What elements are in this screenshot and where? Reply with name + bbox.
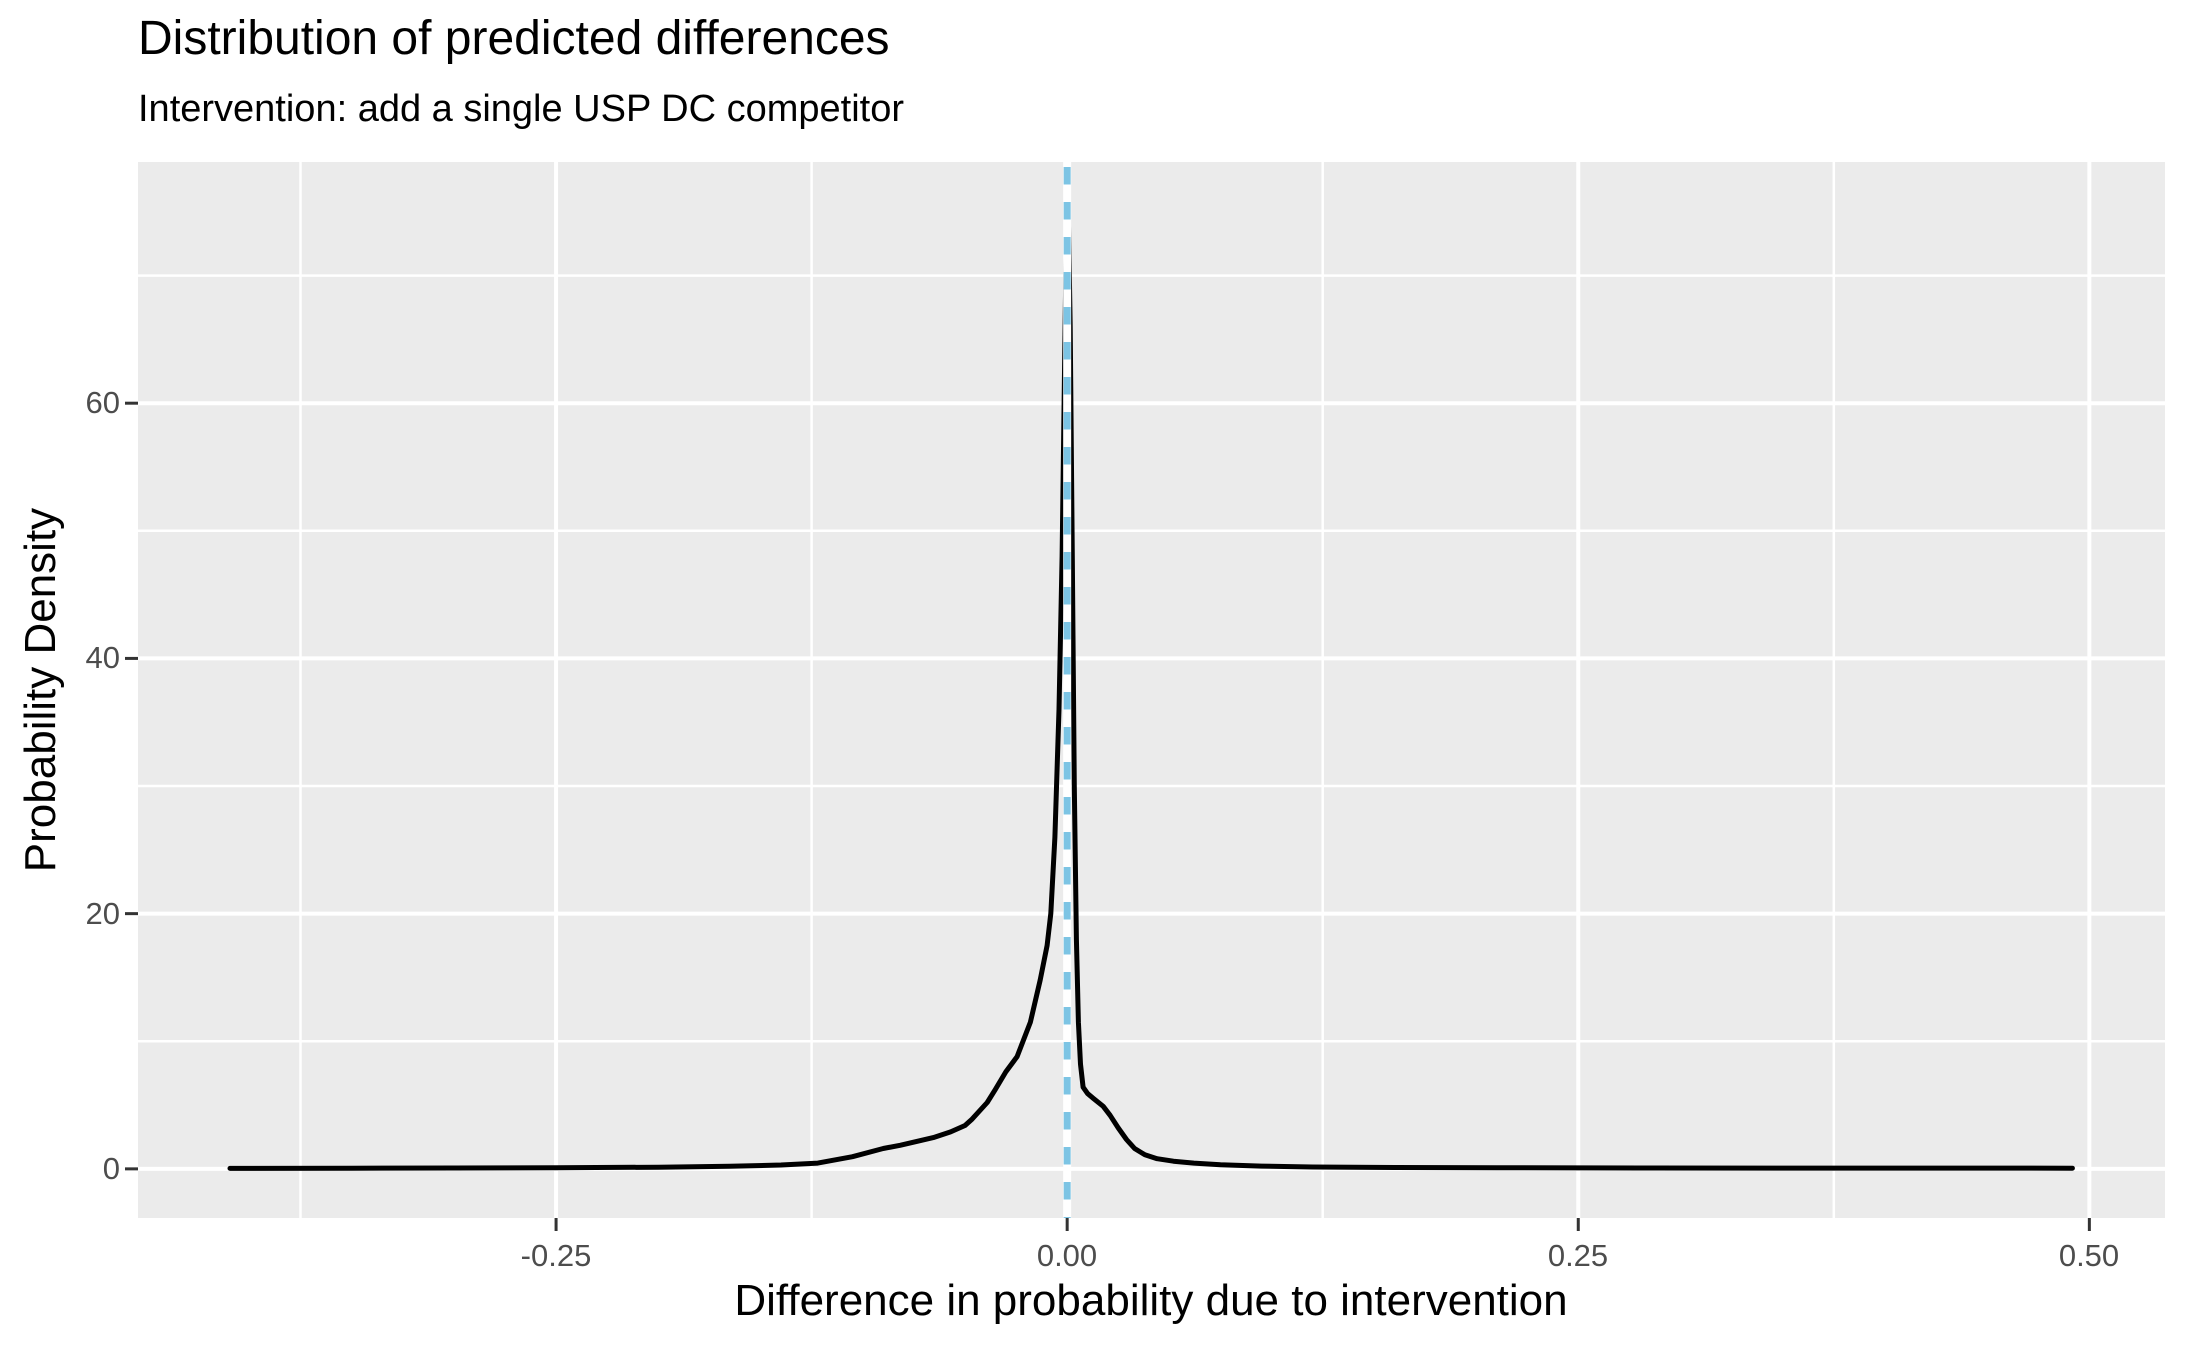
y-tick-label: 20 (85, 896, 120, 931)
x-tick-label: 0.25 (1547, 1238, 1609, 1273)
y-tick-label: 40 (85, 640, 120, 675)
plot-title: Distribution of predicted differences (138, 12, 890, 65)
panel-background (138, 162, 2165, 1218)
x-tick-label: 0.00 (1036, 1238, 1098, 1273)
y-tick-label: 0 (102, 1151, 120, 1186)
plot-subtitle: Intervention: add a single USP DC compet… (138, 88, 905, 130)
y-axis-title: Probability Density (16, 507, 65, 873)
x-tick-label: 0.50 (2058, 1238, 2120, 1273)
x-tick-label: -0.25 (520, 1238, 592, 1273)
x-axis-title: Difference in probability due to interve… (734, 1276, 1568, 1325)
y-tick-label: 60 (85, 385, 120, 420)
